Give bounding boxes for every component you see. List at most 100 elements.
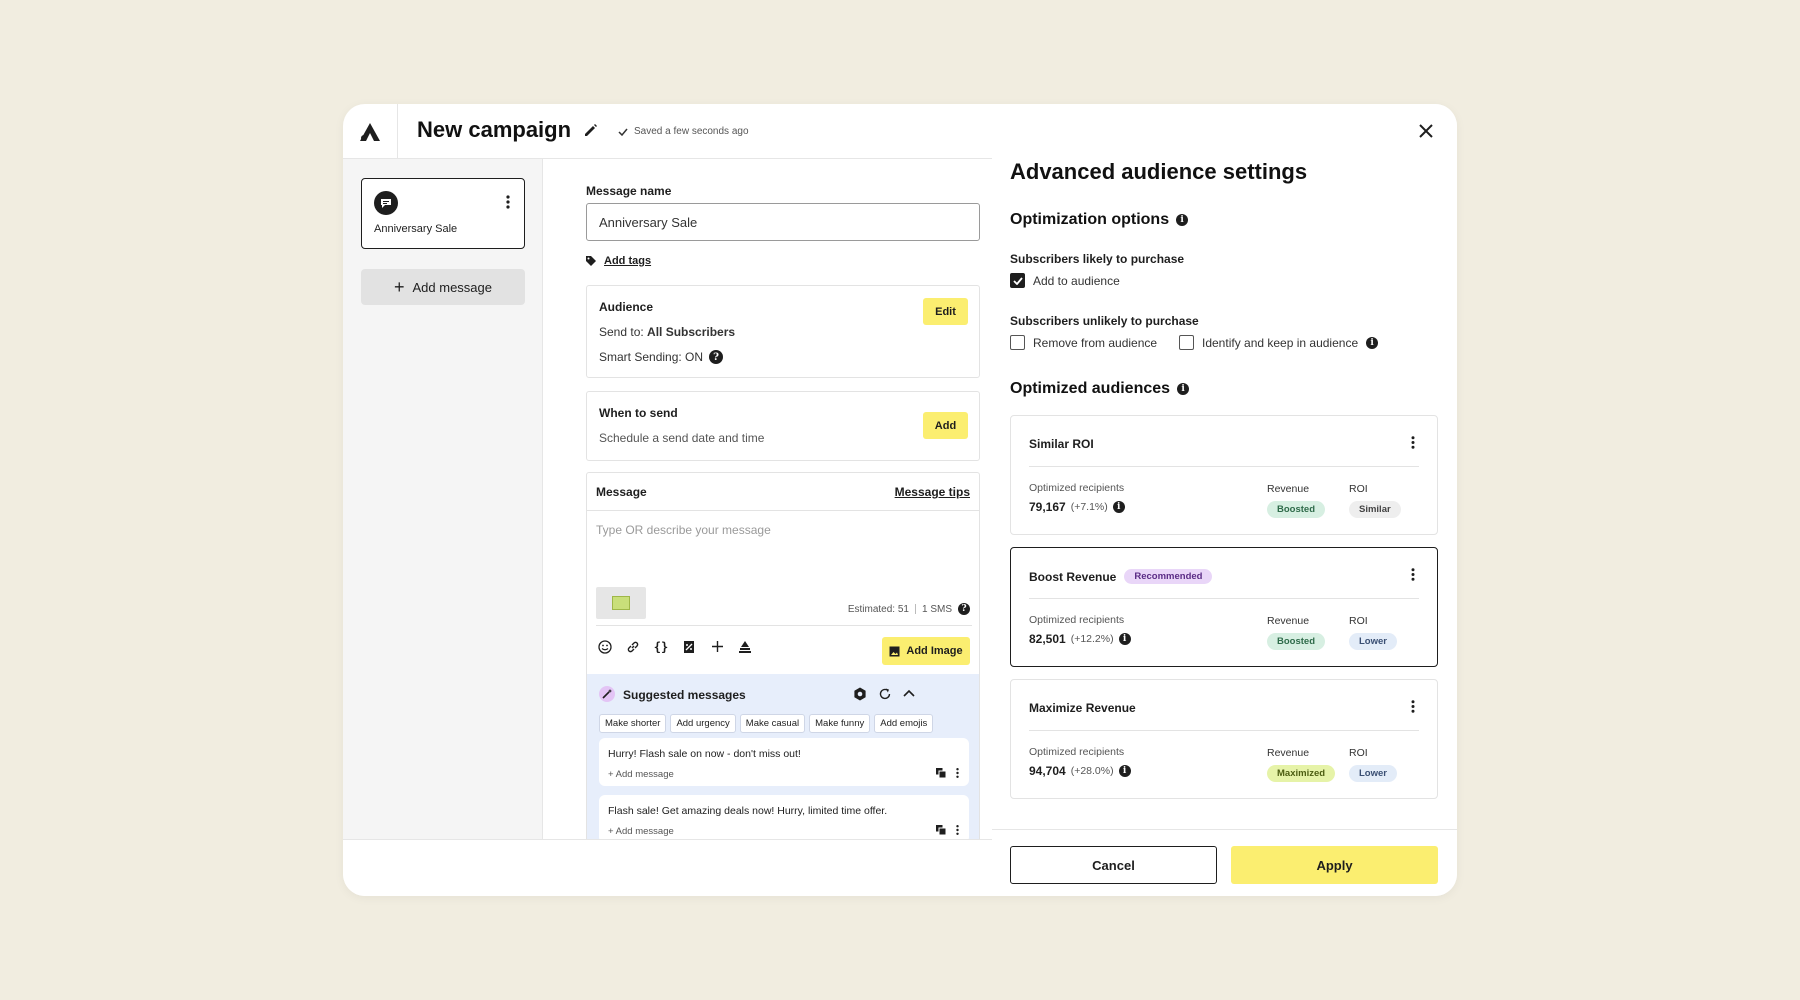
info-icon[interactable]: i — [1366, 336, 1379, 349]
audience-name-text: Boost Revenue — [1029, 569, 1117, 584]
audience-option-maximize-revenue[interactable]: Maximize Revenue Optimized recipients 94… — [1010, 679, 1438, 799]
audience-heading: Audience — [599, 300, 654, 314]
message-heading: Message — [596, 485, 647, 499]
apply-button[interactable]: Apply — [1231, 846, 1438, 884]
settings-icon[interactable] — [853, 687, 867, 701]
chip-make-casual[interactable]: Make casual — [739, 714, 806, 733]
when-to-send-card: When to send Schedule a send date and ti… — [586, 391, 980, 461]
help-icon[interactable]: ? — [958, 603, 970, 615]
info-icon[interactable]: i — [1176, 214, 1189, 226]
remove-from-audience-checkbox[interactable]: Remove from audience — [1010, 335, 1157, 350]
info-icon[interactable]: i — [1112, 501, 1125, 513]
audience-option-boost-revenue[interactable]: Boost Revenue Recommended Optimized reci… — [1010, 547, 1438, 667]
stamp-icon[interactable] — [736, 638, 754, 656]
brand-logo[interactable] — [343, 104, 398, 159]
composer-toolbar: {} — [596, 625, 972, 667]
edit-audience-button[interactable]: Edit — [923, 298, 968, 325]
audience-name: Similar ROI — [1029, 437, 1094, 451]
checkbox-unchecked[interactable] — [1010, 335, 1025, 350]
message-card[interactable]: Anniversary Sale — [361, 178, 525, 249]
link-icon[interactable] — [624, 638, 642, 656]
roi-label: ROI — [1349, 747, 1368, 759]
chip-add-emojis[interactable]: Add emojis — [874, 714, 934, 733]
help-icon[interactable]: ? — [709, 350, 724, 364]
send-to-value: All Subscribers — [647, 325, 736, 339]
revenue-badge: Maximized — [1267, 765, 1336, 782]
add-schedule-button[interactable]: Add — [923, 412, 968, 439]
divider — [1029, 730, 1419, 731]
suggested-add-message-link[interactable]: + Add message — [608, 826, 674, 837]
suggested-message-text: Hurry! Flash sale on now - don't miss ou… — [608, 748, 801, 760]
message-textarea[interactable]: Type OR describe your message — [596, 523, 771, 537]
message-card-name: Anniversary Sale — [374, 223, 458, 235]
magic-wand-icon — [599, 686, 615, 702]
suggested-add-message-link[interactable]: + Add message — [608, 769, 674, 780]
recipients-label: Optimized recipients — [1029, 614, 1125, 626]
more-options-icon[interactable] — [506, 195, 510, 209]
more-options-icon[interactable] — [1411, 568, 1415, 581]
top-bar: New campaign Saved a few seconds ago — [343, 104, 992, 159]
message-composer-header: Message Message tips — [587, 473, 979, 511]
emoji-icon[interactable] — [596, 638, 614, 656]
recipients-value: 94,704 (+28.0%) i — [1029, 764, 1131, 778]
optimization-options-text: Optimization options — [1010, 211, 1170, 228]
save-status: Saved a few seconds ago — [618, 126, 749, 137]
cancel-button[interactable]: Cancel — [1010, 846, 1217, 884]
edit-title-pencil-icon[interactable] — [583, 122, 599, 138]
checkbox-unchecked[interactable] — [1179, 335, 1194, 350]
message-name-label: Message name — [586, 184, 672, 198]
roi-label: ROI — [1349, 615, 1368, 627]
info-icon[interactable]: i — [1118, 765, 1131, 777]
add-tags-link[interactable]: Add tags — [586, 255, 651, 267]
close-icon[interactable] — [1415, 120, 1437, 142]
audience-option-similar-roi[interactable]: Similar ROI Optimized recipients 79,167 … — [1010, 415, 1438, 535]
roi-label: ROI — [1349, 483, 1368, 495]
recipients-count: 82,501 — [1029, 632, 1066, 646]
add-to-audience-label: Add to audience — [1033, 273, 1120, 288]
unlikely-heading: Subscribers unlikely to purchase — [1010, 314, 1199, 328]
suggested-messages-panel: Suggested messages Make shorter Add urge… — [587, 674, 979, 839]
chip-add-urgency[interactable]: Add urgency — [670, 714, 736, 733]
suggested-message-card[interactable]: Flash sale! Get amazing deals now! Hurry… — [599, 795, 969, 839]
discount-code-icon[interactable] — [680, 638, 698, 656]
copy-icon[interactable] — [936, 768, 946, 778]
add-message-button[interactable]: + Add message — [361, 269, 525, 305]
info-icon[interactable]: i — [1177, 383, 1190, 395]
add-image-label: Add Image — [906, 645, 963, 657]
more-options-icon[interactable] — [956, 825, 959, 835]
sms-estimate: Estimated: 51 1 SMS ? — [848, 603, 970, 615]
message-editor: Message name Anniversary Sale Add tags A… — [544, 159, 992, 839]
revenue-badge: Boosted — [1267, 633, 1325, 650]
drawer-footer: Cancel Apply — [992, 829, 1457, 896]
chevron-up-icon[interactable] — [903, 689, 915, 697]
save-status-text: Saved a few seconds ago — [634, 126, 749, 137]
checkbox-checked[interactable] — [1010, 273, 1025, 288]
revenue-label: Revenue — [1267, 615, 1310, 627]
chip-make-funny[interactable]: Make funny — [809, 714, 871, 733]
recommended-badge: Recommended — [1124, 569, 1213, 584]
recipients-delta: (+28.0%) — [1070, 765, 1114, 777]
message-name-input[interactable]: Anniversary Sale — [586, 203, 980, 241]
more-options-icon[interactable] — [1411, 700, 1415, 713]
roi-badge: Similar — [1349, 501, 1401, 518]
more-options-icon[interactable] — [956, 768, 959, 778]
add-message-label: Add message — [412, 279, 493, 295]
add-image-button[interactable]: Add Image — [882, 637, 970, 665]
image-attachment-thumbnail[interactable] — [596, 587, 646, 619]
check-icon — [618, 128, 628, 136]
copy-icon[interactable] — [936, 825, 946, 835]
recipients-delta: (+7.1%) — [1070, 501, 1108, 513]
plus-icon[interactable] — [708, 638, 726, 656]
more-options-icon[interactable] — [1411, 436, 1415, 449]
sms-count: 1 SMS — [921, 603, 952, 615]
suggested-message-card[interactable]: Hurry! Flash sale on now - don't miss ou… — [599, 738, 969, 786]
add-to-audience-checkbox[interactable]: Add to audience — [1010, 273, 1120, 288]
dynamic-variable-icon[interactable]: {} — [653, 639, 669, 654]
message-tips-link[interactable]: Message tips — [894, 485, 970, 499]
chip-make-shorter[interactable]: Make shorter — [599, 714, 667, 733]
suggested-add-label: Add message — [615, 769, 674, 780]
identify-keep-checkbox[interactable]: Identify and keep in audience i — [1179, 335, 1379, 350]
refresh-icon[interactable] — [878, 687, 892, 701]
audience-card: Audience Send to: All Subscribers Smart … — [586, 285, 980, 378]
info-icon[interactable]: i — [1118, 633, 1131, 645]
